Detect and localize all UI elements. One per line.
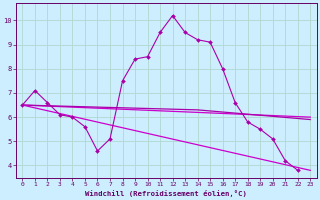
X-axis label: Windchill (Refroidissement éolien,°C): Windchill (Refroidissement éolien,°C) [85, 190, 247, 197]
